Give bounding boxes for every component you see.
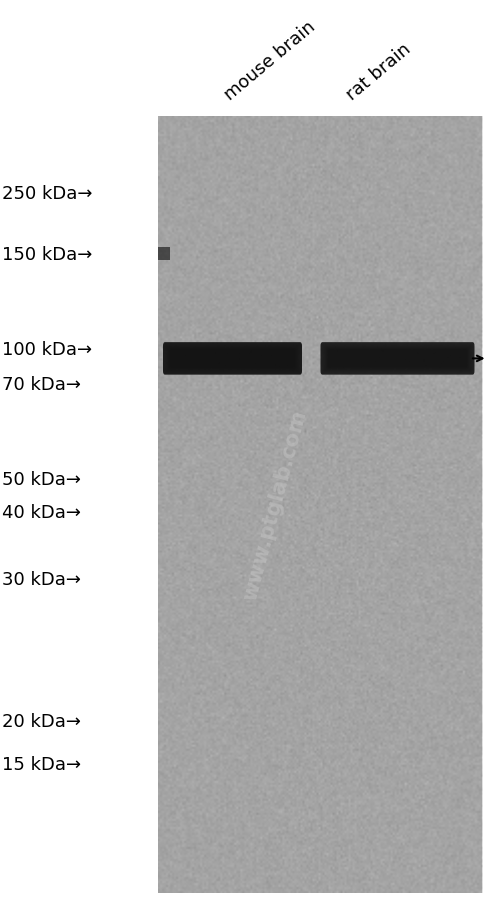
Text: 50 kDa→: 50 kDa→ <box>2 471 82 489</box>
Text: 20 kDa→: 20 kDa→ <box>2 713 82 731</box>
FancyBboxPatch shape <box>166 346 298 372</box>
Text: 40 kDa→: 40 kDa→ <box>2 503 82 521</box>
FancyBboxPatch shape <box>168 347 298 371</box>
Text: mouse brain: mouse brain <box>221 17 319 104</box>
Text: 30 kDa→: 30 kDa→ <box>2 570 82 588</box>
Bar <box>158 248 170 261</box>
FancyBboxPatch shape <box>321 344 474 374</box>
FancyBboxPatch shape <box>322 345 473 373</box>
FancyBboxPatch shape <box>326 348 469 370</box>
FancyBboxPatch shape <box>328 350 467 368</box>
FancyBboxPatch shape <box>164 344 302 374</box>
Text: 250 kDa→: 250 kDa→ <box>2 185 93 203</box>
Text: 70 kDa→: 70 kDa→ <box>2 375 82 393</box>
Text: 150 kDa→: 150 kDa→ <box>2 245 93 263</box>
FancyBboxPatch shape <box>323 345 472 373</box>
FancyBboxPatch shape <box>327 349 468 369</box>
FancyBboxPatch shape <box>166 345 300 373</box>
FancyBboxPatch shape <box>163 343 302 375</box>
Text: 100 kDa→: 100 kDa→ <box>2 341 92 359</box>
Text: 15 kDa→: 15 kDa→ <box>2 755 82 773</box>
FancyBboxPatch shape <box>168 348 296 370</box>
FancyBboxPatch shape <box>324 346 471 372</box>
FancyBboxPatch shape <box>164 345 300 373</box>
Text: rat brain: rat brain <box>344 40 415 104</box>
Bar <box>158 117 482 893</box>
FancyBboxPatch shape <box>320 343 474 375</box>
FancyBboxPatch shape <box>170 349 296 369</box>
FancyBboxPatch shape <box>325 347 470 371</box>
FancyBboxPatch shape <box>170 350 294 368</box>
Text: www.ptglab.com: www.ptglab.com <box>240 408 310 603</box>
